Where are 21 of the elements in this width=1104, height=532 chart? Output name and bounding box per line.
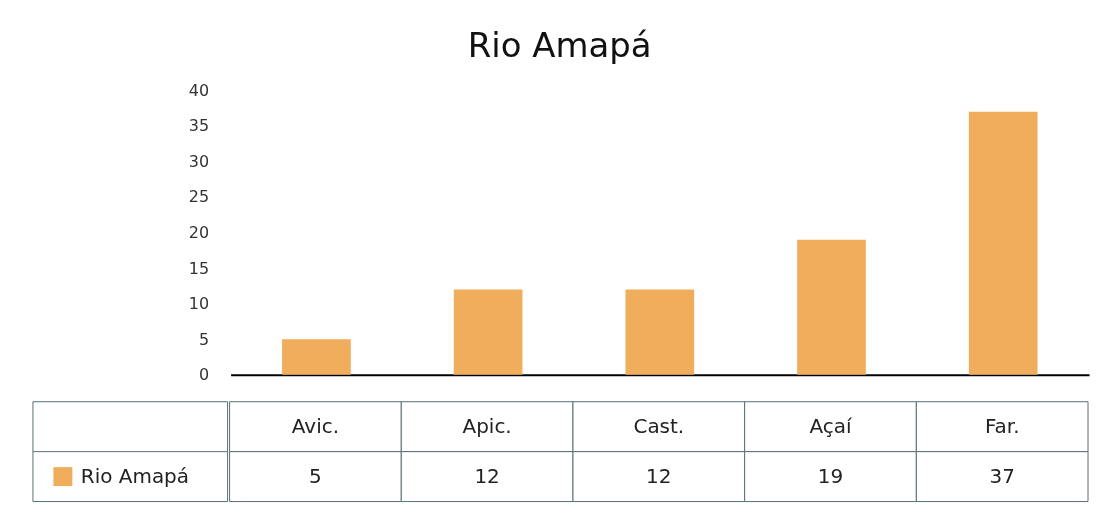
data-label: 12	[646, 463, 672, 488]
data-label: 12	[474, 463, 500, 488]
x-tick-label: Far.	[984, 413, 1020, 438]
y-tick-label: 25	[188, 187, 210, 207]
y-tick-label: 5	[198, 329, 210, 349]
x-tick-label: Apic.	[462, 413, 512, 438]
data-label: 37	[989, 463, 1015, 488]
x-tick-label: Açaí	[809, 413, 853, 438]
chart-title: Rio Amapá	[467, 26, 652, 66]
data-label: 19	[817, 463, 844, 488]
y-tick-label: 30	[188, 151, 210, 171]
y-tick-label: 40	[188, 80, 210, 100]
y-tick-label: 0	[198, 365, 210, 385]
data-label: 5	[309, 463, 322, 488]
y-tick-label: 15	[188, 258, 210, 278]
y-tick-label: 35	[188, 116, 210, 136]
x-tick-label: Cast.	[633, 413, 685, 438]
y-tick-label: 20	[188, 223, 210, 243]
y-tick-label: 10	[188, 294, 210, 314]
legend-label: Rio Amapá	[80, 463, 190, 488]
x-tick-label: Avic.	[291, 413, 340, 438]
